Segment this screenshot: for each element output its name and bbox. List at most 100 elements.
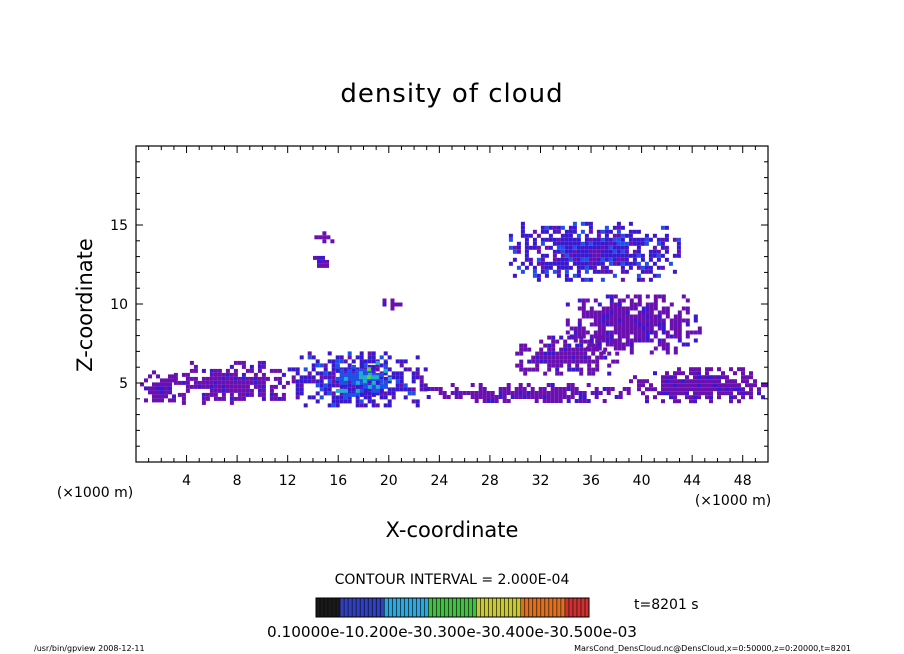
colorbar-cell xyxy=(436,598,441,617)
plot-frame xyxy=(135,145,769,463)
colorbar-cell xyxy=(348,598,353,617)
colorbar-cell xyxy=(356,598,361,617)
cloud-region xyxy=(508,221,681,282)
x-tick-label: 8 xyxy=(233,473,242,489)
colorbar-cell xyxy=(452,598,457,617)
colorbar-cell xyxy=(580,598,585,617)
x-axis-unit-left: (×1000 m) xyxy=(57,485,133,501)
colorbar-cell xyxy=(540,598,545,617)
colorbar-cell xyxy=(448,598,453,617)
colorbar-cell xyxy=(400,598,405,617)
colorbar-cell xyxy=(316,598,321,617)
x-tick-label: 44 xyxy=(683,473,701,489)
colorbar-cell xyxy=(332,598,337,617)
colorbar-cell xyxy=(428,598,433,617)
cloud-region xyxy=(354,367,379,384)
colorbar-cell xyxy=(396,598,401,617)
colorbar-cell xyxy=(532,598,537,617)
colorbar-cell xyxy=(424,598,429,617)
cloud-region xyxy=(173,360,290,405)
colorbar-cell xyxy=(544,598,549,617)
colorbar-cell xyxy=(344,598,349,617)
colorbar-cell xyxy=(528,598,533,617)
contour-interval: CONTOUR INTERVAL = 2.000E-04 xyxy=(335,572,570,588)
cloud-region xyxy=(515,335,620,376)
plot-area xyxy=(140,221,768,408)
colorbar-cell xyxy=(476,598,481,617)
colorbar-cell xyxy=(368,598,373,617)
colorbar-cell xyxy=(352,598,357,617)
colorbar-cell xyxy=(480,598,485,617)
colorbar-cell xyxy=(564,598,569,617)
colorbar-cell xyxy=(488,598,493,617)
colorbar-cell xyxy=(408,598,413,617)
footer-source: MarsCond_DensCloud.nc@DensCloud,x=0:5000… xyxy=(574,644,851,653)
colorbar-cell xyxy=(496,598,501,617)
colorbar-cell xyxy=(384,598,389,617)
colorbar-cell xyxy=(508,598,513,617)
cloud-region xyxy=(629,367,768,404)
colorbar-cell xyxy=(364,598,369,617)
colorbar-cell xyxy=(336,598,341,617)
colorbar-cell xyxy=(552,598,557,617)
x-tick-label: 20 xyxy=(380,473,398,489)
colorbar-cell xyxy=(576,598,581,617)
colorbar-cell xyxy=(512,598,517,617)
cloud-region xyxy=(565,294,702,355)
colorbar-cell xyxy=(380,598,385,617)
colorbar-cell xyxy=(492,598,497,617)
colorbar-cell xyxy=(560,598,565,617)
colorbar-cell xyxy=(464,598,469,617)
cloud-region xyxy=(313,255,329,268)
colorbar-cell xyxy=(444,598,449,617)
cloud-region xyxy=(426,383,631,403)
x-tick-label: 4 xyxy=(182,473,191,489)
colorbar-cell xyxy=(524,598,529,617)
colorbar-cell xyxy=(324,598,329,617)
colorbar-cell xyxy=(320,598,325,617)
colorbar-cell xyxy=(360,598,365,617)
colorbar-cell xyxy=(440,598,445,617)
colorbar-cell xyxy=(372,598,377,617)
y-tick-label: 5 xyxy=(119,376,128,392)
colorbar-cell xyxy=(468,598,473,617)
colorbar-cell xyxy=(432,598,437,617)
x-axis-label: X-coordinate xyxy=(386,518,519,542)
colorbar-cell xyxy=(412,598,417,617)
chart-title: density of cloud xyxy=(340,79,563,109)
colorbar-cell xyxy=(584,598,589,617)
y-tick-label: 15 xyxy=(110,218,128,234)
colorbar-cell xyxy=(568,598,573,617)
cloud-region xyxy=(382,298,403,311)
colorbar-cell xyxy=(548,598,553,617)
x-axis-unit-right: (×1000 m) xyxy=(695,493,771,509)
colorbar-cell xyxy=(460,598,465,617)
colorbar-cell xyxy=(572,598,577,617)
x-tick-label: 48 xyxy=(734,473,752,489)
y-axis: 5 10 15 xyxy=(110,145,768,463)
colorbar-labels: 0.10000e-10.200e-30.300e-30.400e-30.500e… xyxy=(267,623,637,641)
x-tick-label: 36 xyxy=(582,473,600,489)
colorbar-cell xyxy=(404,598,409,617)
colorbar-cell xyxy=(416,598,421,617)
colorbar-cell xyxy=(456,598,461,617)
x-tick-label: 40 xyxy=(633,473,651,489)
colorbar-frame xyxy=(315,597,590,618)
y-axis-label: Z-coordinate xyxy=(73,238,97,372)
colorbar-cell xyxy=(420,598,425,617)
y-tick-label: 10 xyxy=(110,297,128,313)
x-tick-label: 32 xyxy=(532,473,550,489)
colorbar-cell xyxy=(484,598,489,617)
footer-program: /usr/bin/gpview 2008-12-11 xyxy=(34,644,145,653)
x-tick-label: 12 xyxy=(279,473,297,489)
colorbar-cell xyxy=(376,598,381,617)
colorbar-cell xyxy=(328,598,333,617)
colorbar-cell xyxy=(520,598,525,617)
colorbar-cell xyxy=(392,598,397,617)
colorbar-cell xyxy=(556,598,561,617)
x-tick-label: 28 xyxy=(481,473,499,489)
colorbar-cell xyxy=(500,598,505,617)
time-label: t=8201 s xyxy=(634,597,699,613)
colorbar-cell xyxy=(504,598,509,617)
